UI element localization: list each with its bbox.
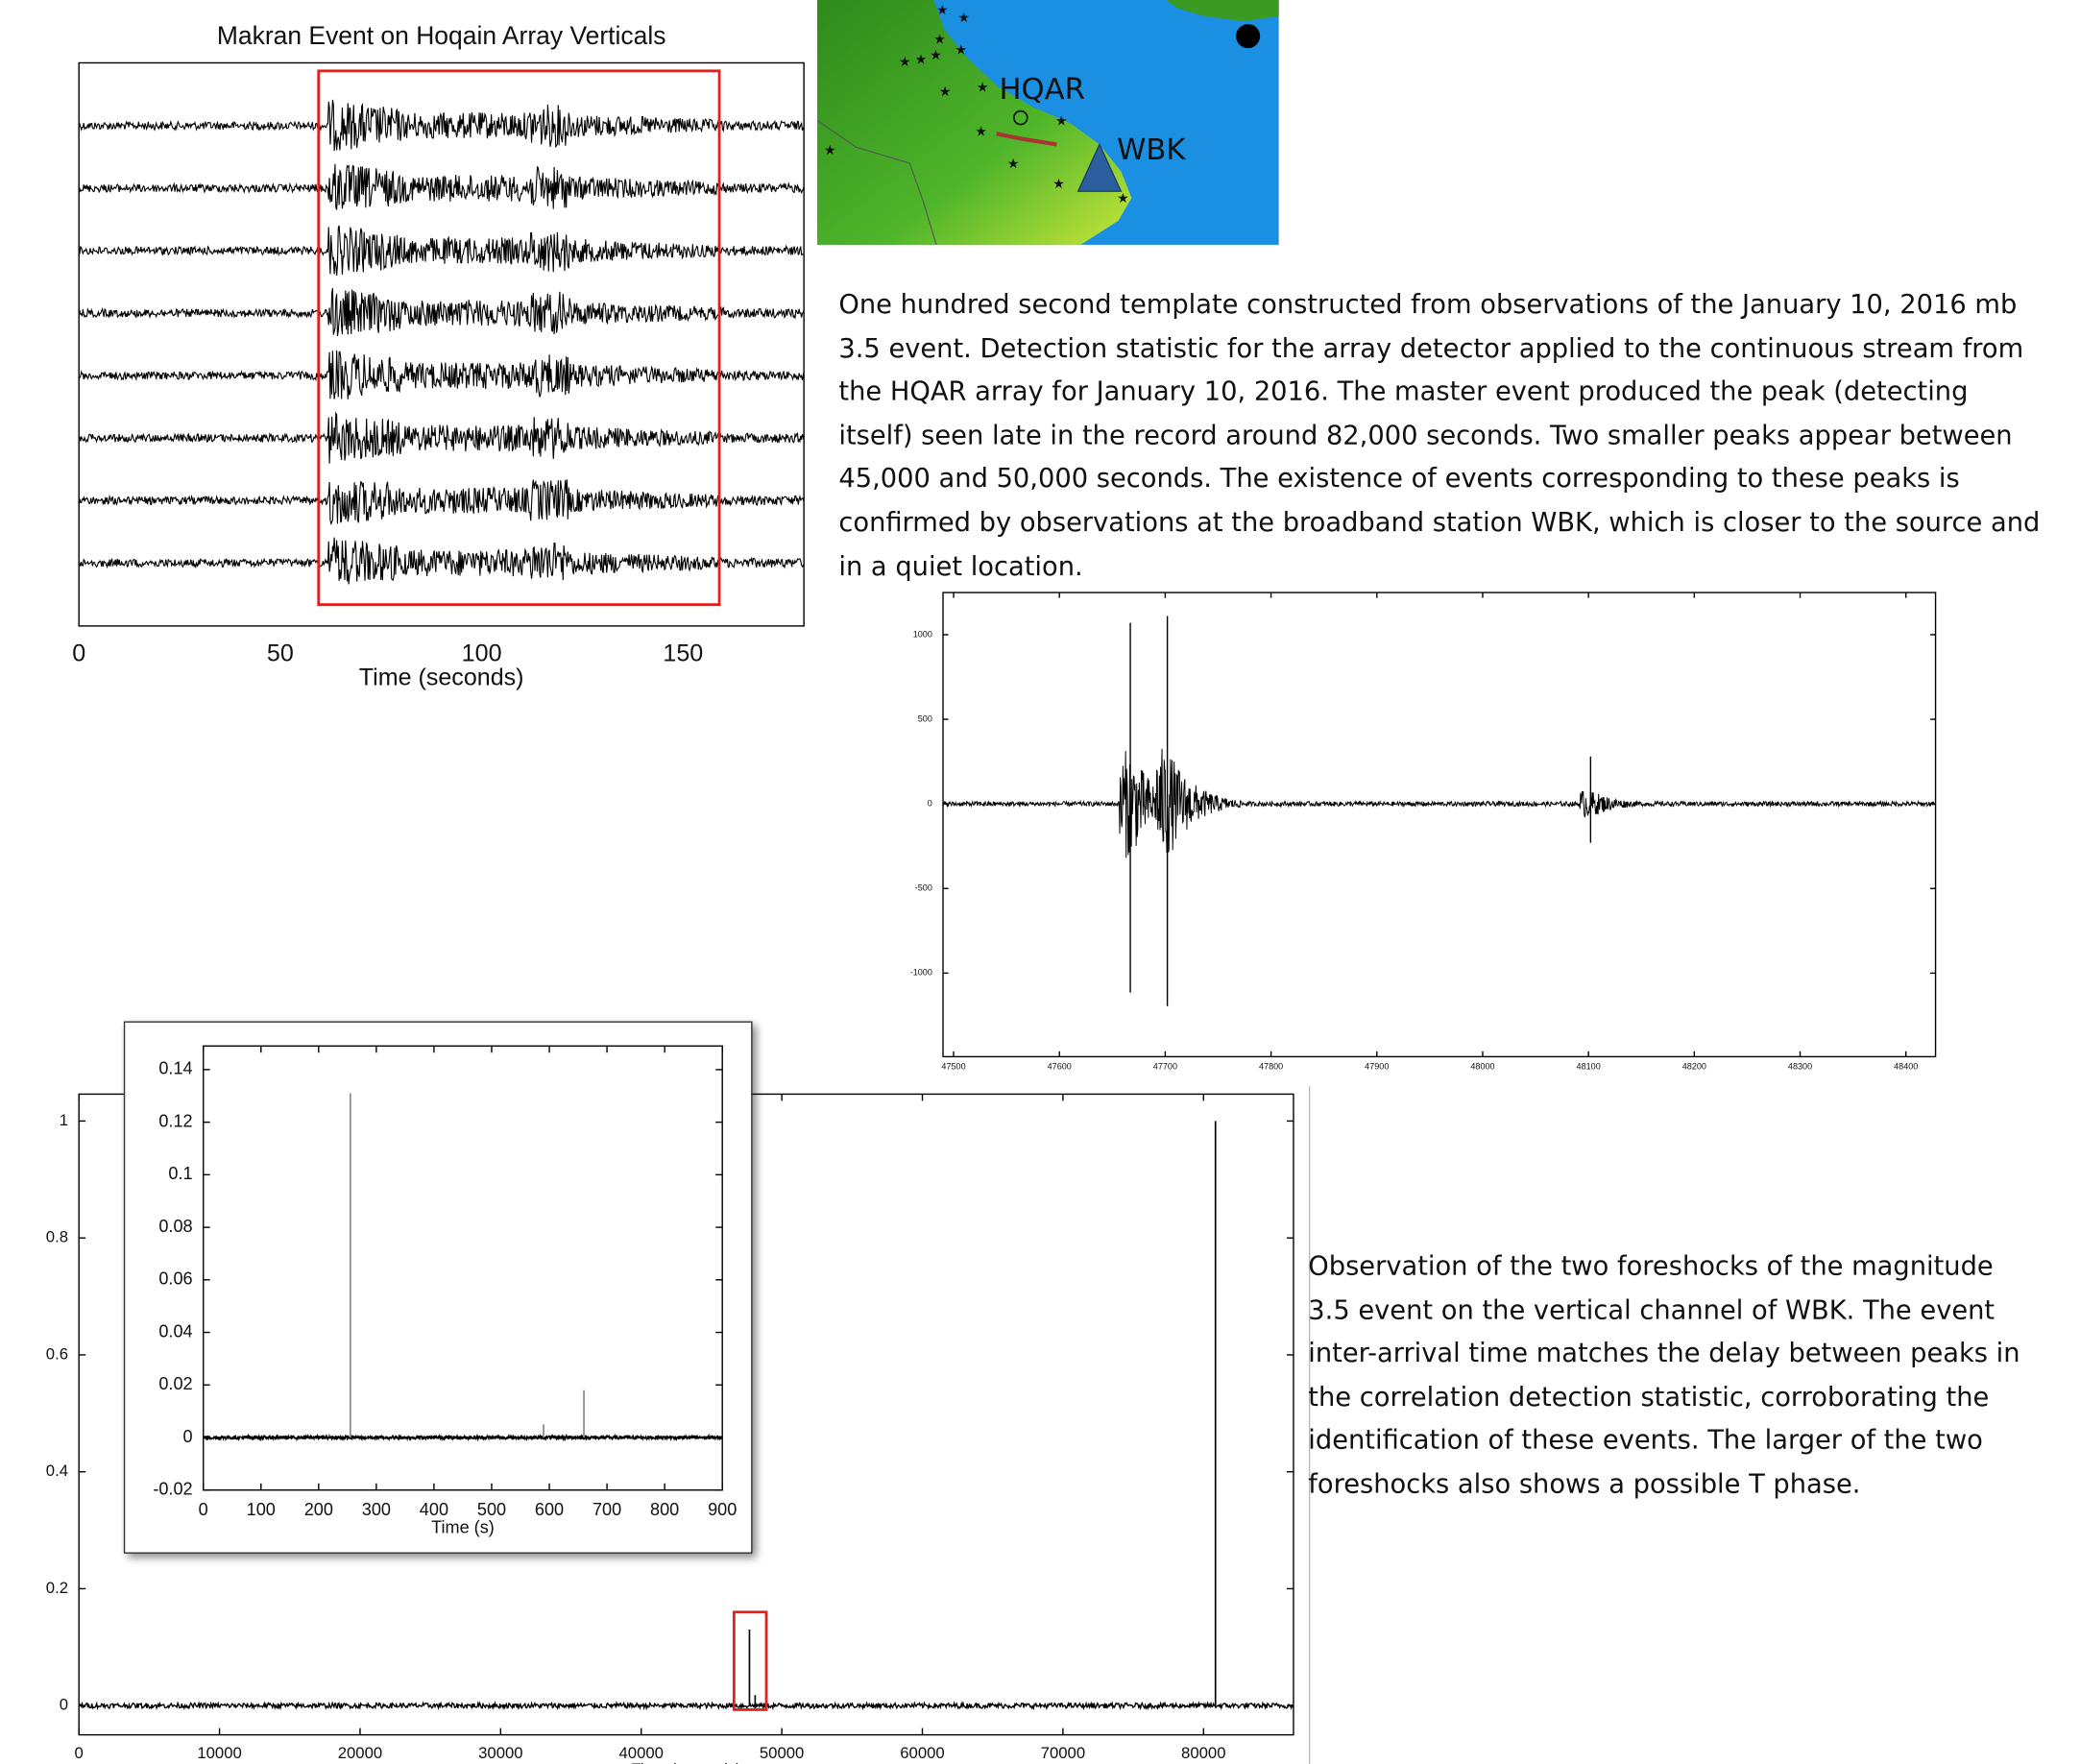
x-tick-label: 100 [247, 1500, 276, 1519]
station-star: ★ [933, 31, 945, 46]
station-star: ★ [1052, 176, 1064, 191]
x-tick-label: 600 [535, 1500, 564, 1519]
x-tick-label: 200 [304, 1500, 333, 1519]
x-tick-label: 60000 [900, 1744, 944, 1762]
x-tick-label: 400 [420, 1500, 448, 1519]
y-tick-label: 0.14 [158, 1059, 192, 1078]
x-tick-label: 48200 [1682, 1062, 1706, 1072]
chart: 0 100 200 300 400 500 600 700 800 900 -0.02 0 0.02 0.… [125, 1022, 752, 1553]
station-star: ★ [939, 84, 951, 99]
y-tick-label: 1000 [913, 629, 932, 639]
x-tick-label: 0 [75, 1744, 84, 1762]
station-star: ★ [824, 142, 835, 157]
page: ★ ★ ★ ★ ★ ★ ★ ★ ★ ★ ★ ★ ★ ★ ★ HQAR WBK 0… [0, 0, 2080, 1764]
x-tick-label: 0 [199, 1500, 208, 1519]
chart-title: Makran Event on Hoqain Array Verticals [217, 21, 666, 50]
x-tick-label: 150 [663, 640, 703, 667]
x-tick-label: 50 [267, 640, 294, 667]
y-tick-label: 0.1 [168, 1164, 192, 1183]
x-tick-label: 48400 [1894, 1062, 1918, 1072]
x-tick-label: 48100 [1577, 1062, 1601, 1072]
map-label: WBK [1117, 133, 1186, 167]
y-tick-label: 0.2 [46, 1579, 68, 1597]
y-tick-label: 0.04 [158, 1321, 192, 1341]
y-tick-label: 0 [60, 1696, 68, 1714]
x-tick-label: 100 [462, 640, 502, 667]
x-tick-label: 80000 [1181, 1744, 1225, 1762]
x-tick-label: 10000 [197, 1744, 241, 1762]
station-star: ★ [975, 124, 986, 139]
caption-paragraph: One hundred second template constructed … [838, 283, 2049, 589]
y-tick-label: 500 [918, 713, 932, 723]
x-tick-label: 48300 [1788, 1062, 1812, 1072]
x-axis-label: Time (s) [431, 1517, 495, 1536]
x-tick-label: 800 [650, 1500, 679, 1519]
plot-frame [943, 592, 1936, 1056]
y-tick-label: 0.08 [158, 1217, 192, 1236]
map: ★ ★ ★ ★ ★ ★ ★ ★ ★ ★ ★ ★ ★ ★ ★ HQAR WBK [817, 0, 1279, 245]
y-tick-label: 0.06 [158, 1269, 192, 1289]
x-tick-label: 20000 [338, 1744, 382, 1762]
y-tick-label: 0.12 [158, 1111, 192, 1130]
x-tick-label: 300 [362, 1500, 391, 1519]
x-tick-label: 0 [72, 640, 85, 667]
station-star: ★ [1055, 112, 1067, 128]
caption-paragraph: Observation of the two foreshocks of the… [1308, 1245, 2023, 1507]
y-tick-label: 0 [928, 799, 932, 809]
y-tick-label: -1000 [910, 968, 932, 978]
station-star: ★ [899, 54, 910, 69]
station-star: ★ [955, 42, 967, 58]
station-star: ★ [1007, 156, 1019, 171]
station-star: ★ [936, 2, 948, 17]
x-tick-label: 50000 [760, 1744, 804, 1762]
slide: ★ ★ ★ ★ ★ ★ ★ ★ ★ ★ ★ ★ ★ ★ ★ HQAR WBK 0… [0, 0, 2080, 1764]
y-tick-label: 0 [183, 1427, 193, 1446]
station-star: ★ [1117, 190, 1128, 205]
y-tick-label: 0.6 [46, 1344, 68, 1363]
y-tick-label: 0.4 [46, 1462, 68, 1480]
x-tick-label: 500 [477, 1500, 506, 1519]
plot-frame [79, 62, 804, 625]
y-tick-label: 0.8 [46, 1228, 68, 1246]
x-tick-label: 48000 [1470, 1062, 1494, 1072]
plot-frame [204, 1046, 722, 1489]
station-star: ★ [915, 51, 927, 66]
chart: 47500 47600 47700 47800 47900 48000 48100 48200… [910, 592, 1936, 1072]
x-tick-label: 47700 [1153, 1062, 1177, 1072]
x-tick-label: 47600 [1048, 1062, 1072, 1072]
x-axis-label: Time (seconds) [359, 665, 524, 691]
x-tick-label: 47800 [1259, 1062, 1283, 1072]
event-marker [1236, 24, 1260, 48]
x-tick-label: 30000 [478, 1744, 522, 1762]
station-star: ★ [930, 47, 941, 62]
x-tick-label: 47900 [1365, 1062, 1389, 1072]
y-tick-label: -0.02 [153, 1480, 192, 1499]
x-tick-label: 700 [593, 1500, 621, 1519]
x-tick-label: 47500 [941, 1062, 965, 1072]
y-tick-label: -500 [915, 883, 932, 893]
x-axis-label: Time (seconds) [631, 1760, 740, 1764]
station-star: ★ [977, 80, 988, 95]
y-tick-label: 1 [60, 1111, 68, 1129]
x-tick-label: 900 [708, 1500, 737, 1519]
map-label: HQAR [1000, 73, 1085, 107]
y-tick-label: 0.02 [158, 1374, 192, 1393]
station-star: ★ [957, 10, 969, 25]
x-tick-label: 70000 [1041, 1744, 1085, 1762]
chart: 0 50 100 150 Makran Event on Hoqain Array Ve… [72, 21, 804, 691]
